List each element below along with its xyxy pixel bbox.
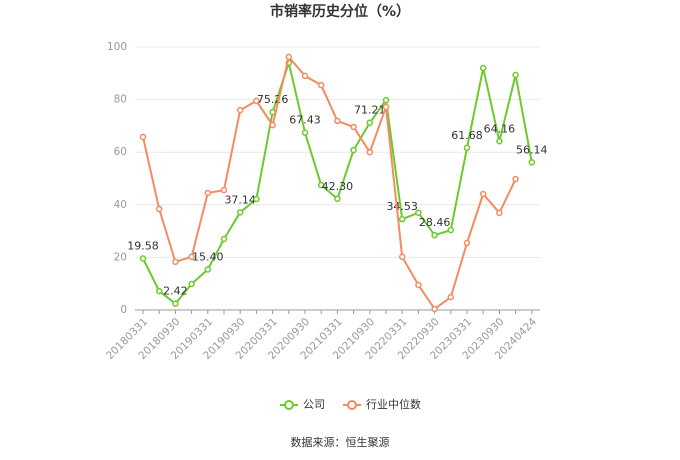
- point: [350, 123, 357, 131]
- legend-marker: [284, 400, 294, 410]
- y-tick-label: 100: [107, 41, 127, 53]
- point: [236, 209, 244, 216]
- y-tick-label: 0: [120, 304, 127, 316]
- data-label: 67.43: [289, 114, 321, 127]
- point: [382, 103, 390, 111]
- point: [253, 195, 260, 203]
- point: [447, 293, 455, 301]
- data-label: 37.14: [224, 193, 256, 206]
- data-label: 42.30: [322, 180, 354, 193]
- point: [220, 235, 228, 243]
- point: [301, 72, 309, 80]
- point: [253, 97, 260, 105]
- point: [496, 209, 503, 217]
- point: [139, 255, 147, 262]
- point: [285, 53, 293, 61]
- point: [334, 117, 341, 125]
- data-label: 61.68: [451, 129, 483, 142]
- point: [317, 81, 325, 89]
- point: [479, 190, 487, 198]
- point: [269, 121, 276, 129]
- point: [528, 159, 536, 166]
- point: [463, 239, 471, 247]
- point: [188, 253, 195, 261]
- data-label: 64.16: [484, 122, 516, 135]
- point: [204, 266, 212, 273]
- source: 数据来源：恒生聚源: [291, 435, 390, 449]
- point: [398, 253, 406, 261]
- point: [172, 258, 179, 266]
- point: [512, 71, 519, 79]
- point: [350, 146, 357, 154]
- point: [366, 119, 374, 126]
- y-tick-label: 60: [114, 146, 127, 158]
- point: [382, 96, 390, 104]
- point: [317, 181, 325, 189]
- y-tick-label: 80: [114, 94, 127, 106]
- point: [236, 106, 244, 114]
- point: [155, 205, 163, 213]
- point: [220, 186, 228, 194]
- point: [172, 300, 179, 307]
- point: [479, 64, 487, 72]
- data-label: 34.53: [386, 200, 418, 213]
- point: [366, 148, 374, 156]
- legend-marker: [347, 400, 357, 410]
- point: [447, 226, 455, 234]
- point: [334, 195, 341, 203]
- point: [463, 144, 471, 152]
- data-label: 56.14: [516, 143, 548, 156]
- point: [188, 280, 195, 288]
- data-label: 19.58: [127, 240, 159, 253]
- point: [512, 175, 519, 183]
- point: [139, 133, 147, 141]
- data-label: 28.46: [419, 216, 451, 229]
- point: [398, 215, 406, 223]
- y-tick-label: 40: [114, 199, 127, 211]
- legend-label: 行业中位数: [366, 397, 421, 411]
- point: [204, 189, 212, 197]
- data-label: 75.26: [257, 93, 289, 106]
- chart-title: 市销率历史分位（%）: [270, 3, 410, 20]
- point: [431, 231, 438, 239]
- point: [415, 281, 422, 289]
- point: [415, 209, 422, 216]
- series-line: [142, 54, 517, 311]
- legend-label: 公司: [303, 398, 325, 411]
- point: [301, 129, 309, 136]
- data-label: 71.21: [354, 104, 386, 117]
- point: [431, 305, 438, 313]
- data-label: 2.42: [163, 285, 188, 298]
- point: [496, 138, 503, 145]
- y-tick-label: 20: [114, 251, 127, 263]
- point: [155, 287, 163, 295]
- data-label: 15.40: [192, 250, 224, 263]
